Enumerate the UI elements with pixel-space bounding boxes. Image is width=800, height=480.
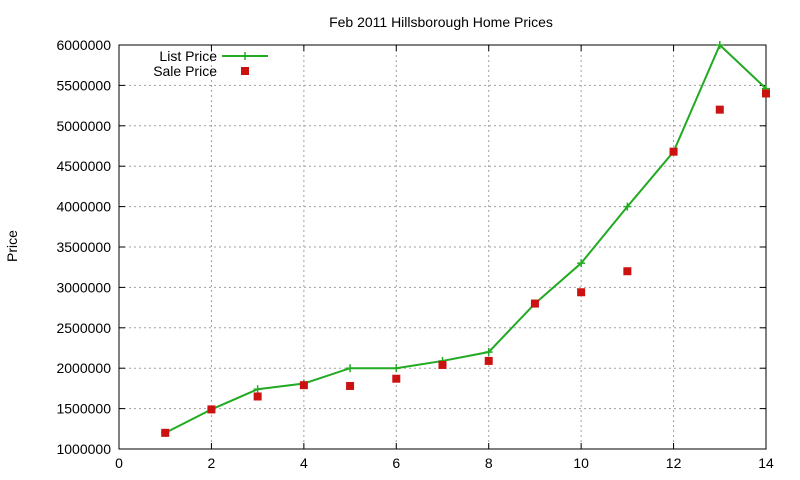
sale-price-point (392, 374, 401, 383)
series-line-list-price (164, 43, 767, 434)
list-price-point (623, 202, 632, 211)
list-price-point (715, 41, 724, 49)
x-tick-label: 2 (208, 455, 216, 471)
legend-swatch-sale-price (241, 67, 249, 75)
sale-price-point (623, 267, 632, 276)
x-tick-label: 10 (573, 455, 589, 471)
y-tick-label: 3000000 (56, 279, 111, 295)
sale-price-point (346, 381, 355, 390)
y-tick-label: 2000000 (56, 360, 111, 376)
y-axis-label: Price (4, 230, 20, 262)
list-price-point (253, 385, 262, 394)
list-price-point (346, 364, 355, 373)
y-tick-label: 3500000 (56, 239, 111, 255)
x-tick-label: 0 (115, 455, 123, 471)
sale-price-point (715, 105, 724, 114)
axis-ticks: 0 2 4 6 8 10 12 14 1000000 1500000 2000000 2500000 3… (56, 37, 774, 471)
y-tick-label: 5000000 (56, 118, 111, 134)
list-price-point (392, 364, 401, 373)
x-tick-label: 8 (485, 455, 493, 471)
sale-price-point (299, 381, 308, 390)
y-tick-label: 1500000 (56, 401, 111, 417)
x-tick-label: 12 (666, 455, 682, 471)
sale-price-point (161, 428, 170, 437)
y-tick-label: 2500000 (56, 320, 111, 336)
y-tick-label: 4500000 (56, 158, 111, 174)
legend: List Price Sale Price (153, 48, 268, 79)
list-price-point (484, 348, 493, 357)
chart-title: Feb 2011 Hillsborough Home Prices (329, 14, 553, 30)
list-price-point (577, 259, 586, 268)
legend-label-sale-price: Sale Price (153, 63, 217, 79)
sale-price-point (669, 147, 678, 156)
sale-price-point (530, 299, 539, 308)
x-tick-label: 4 (300, 455, 308, 471)
sale-price-point (762, 89, 770, 98)
plot-frame (118, 44, 767, 450)
sale-price-point (253, 392, 262, 401)
y-tick-label: 4000000 (56, 199, 111, 215)
x-tick-label: 6 (392, 455, 400, 471)
x-tick-label: 14 (758, 455, 774, 471)
sale-price-point (438, 360, 447, 369)
sale-price-point (577, 288, 586, 297)
series (161, 41, 770, 437)
y-tick-label: 1000000 (56, 441, 111, 457)
y-tick-label: 6000000 (56, 37, 111, 53)
grid (119, 45, 766, 449)
sale-price-point (484, 356, 493, 365)
y-tick-label: 5500000 (56, 77, 111, 93)
sale-price-point (207, 405, 216, 414)
legend-label-list-price: List Price (159, 48, 217, 64)
